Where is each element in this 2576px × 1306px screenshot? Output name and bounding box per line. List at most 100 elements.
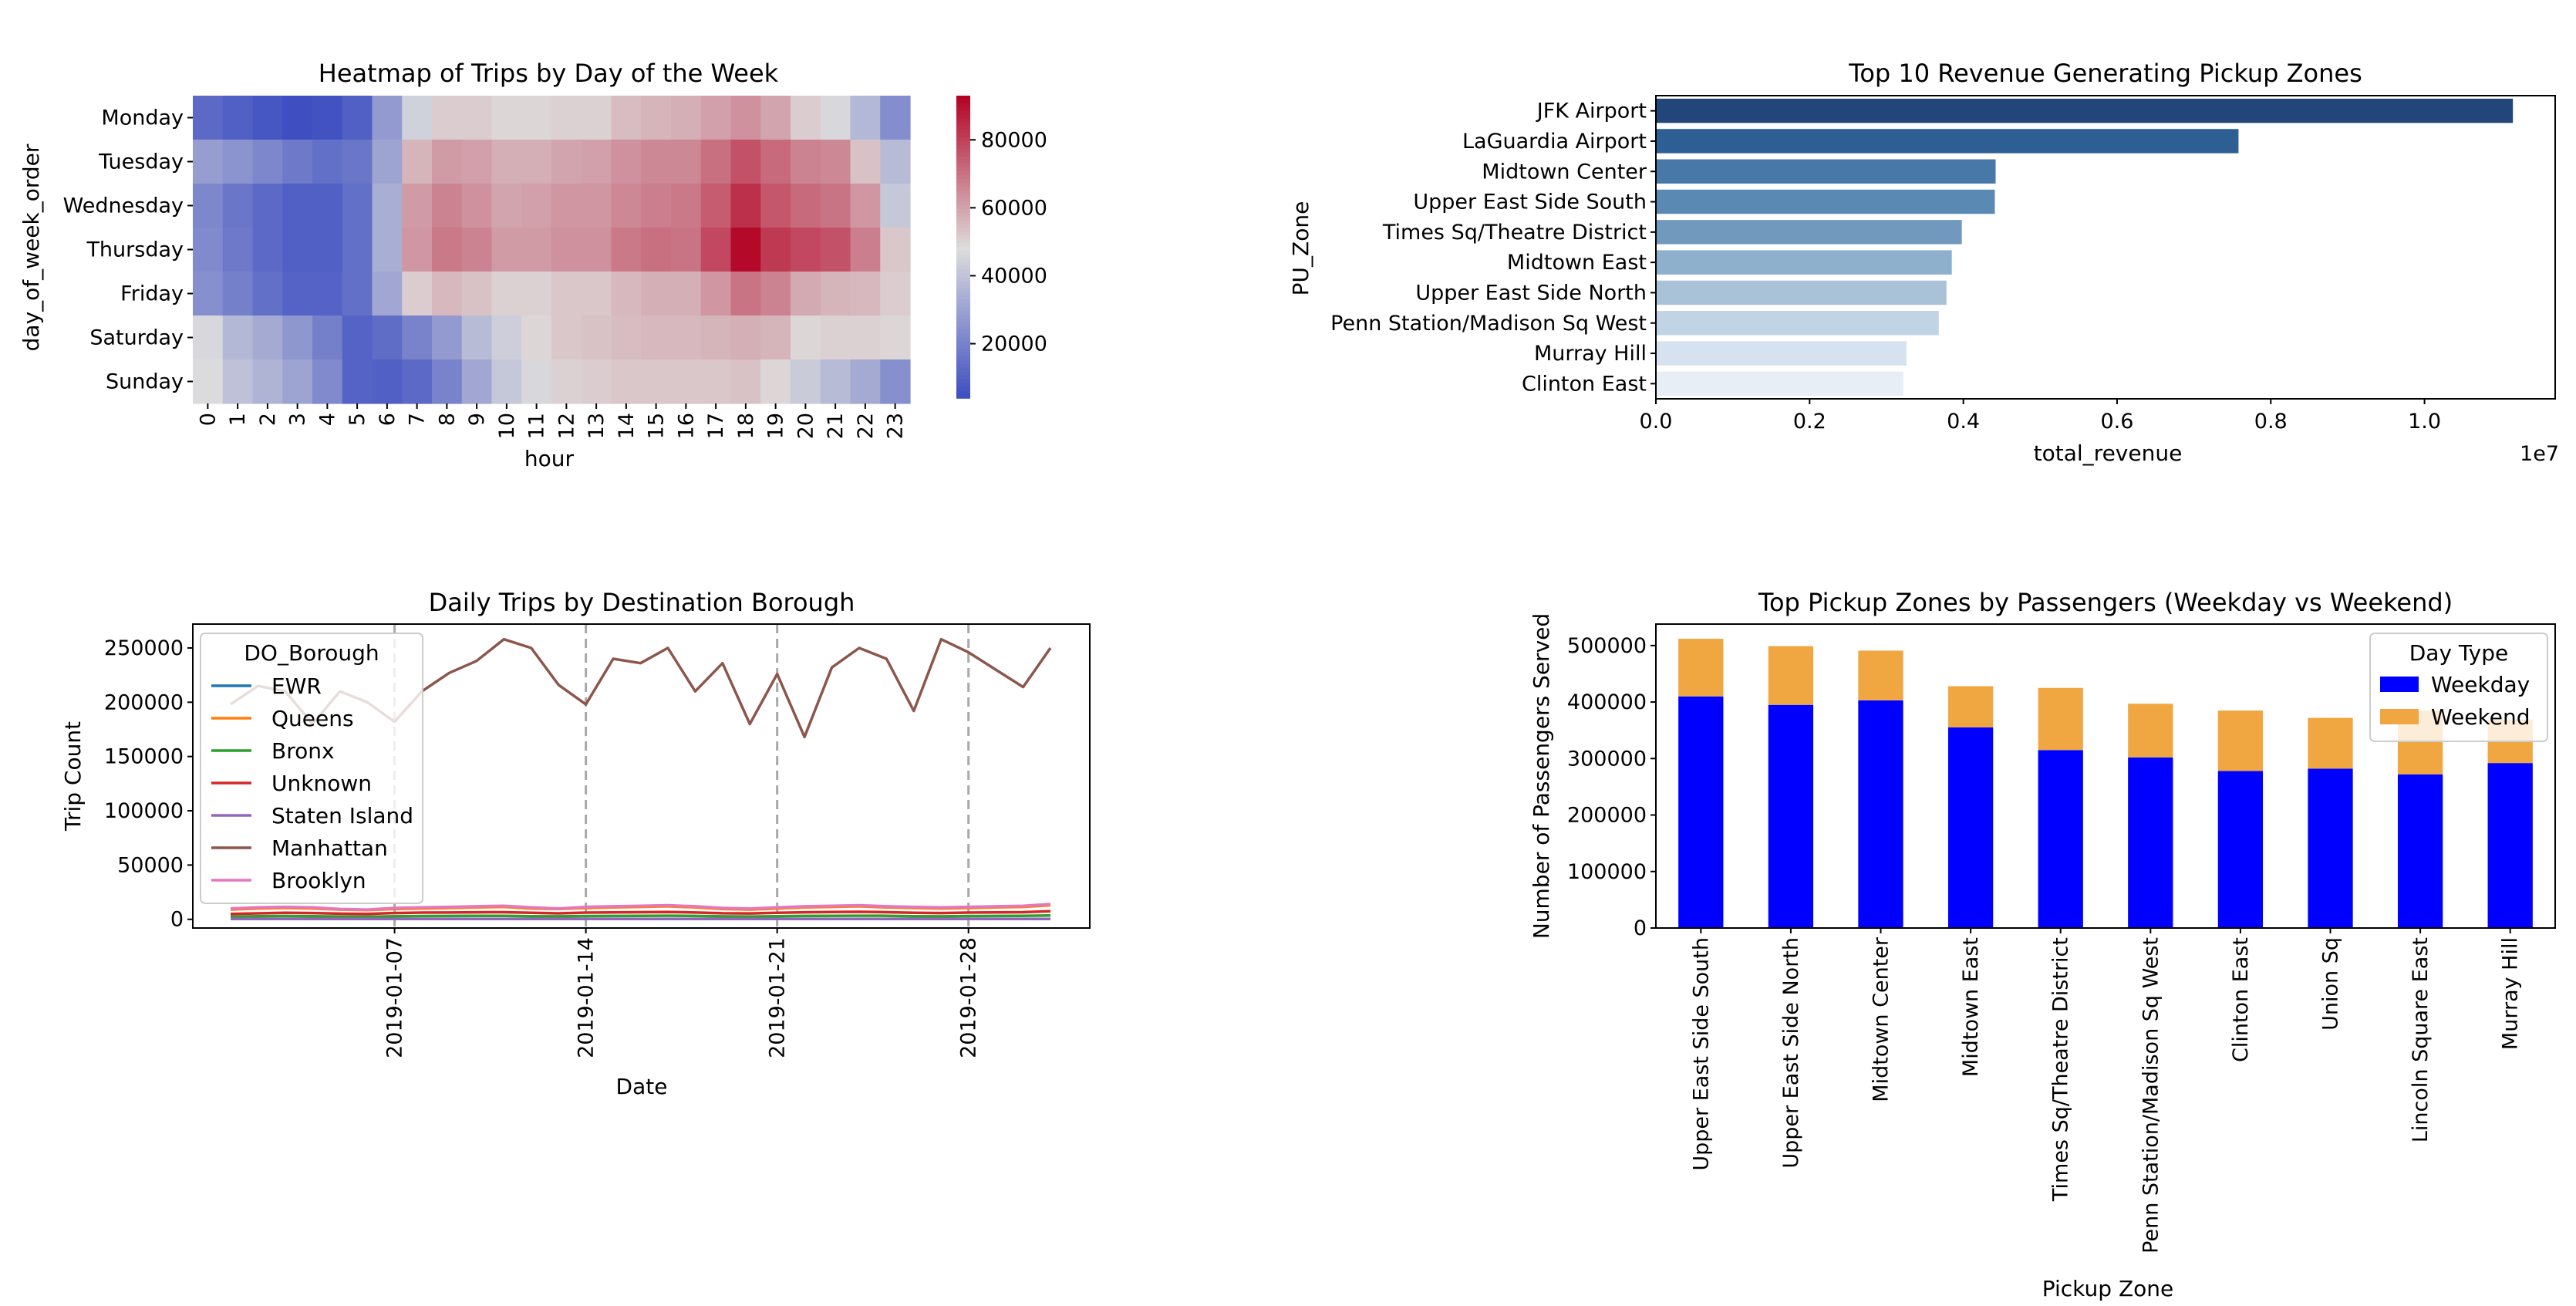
revenue-bar-upper-east-side-north: [1656, 280, 1947, 305]
heatmap-cell: [850, 272, 881, 316]
colorbar-segment: [956, 273, 970, 278]
heatmap-cell: [641, 228, 672, 272]
heatmap-cell: [252, 184, 283, 228]
heatmap-cell: [342, 272, 373, 316]
colorbar-segment: [956, 137, 970, 142]
heatmap-cell: [760, 184, 791, 228]
heatmap-x-tick-label: 21: [824, 413, 848, 439]
bar-weekday-union-sq: [2308, 768, 2353, 928]
heatmap-cell: [491, 96, 522, 140]
heatmap-cell: [282, 359, 313, 404]
passengers-axes-frame: [1655, 623, 2556, 929]
heatmap-cell: [342, 96, 373, 140]
passengers-x-tick-label: Midtown Center: [1870, 936, 1893, 1102]
heatmap-cell: [402, 316, 433, 360]
colorbar-segment: [956, 247, 970, 251]
passengers-x-tick-label: Upper East Side North: [1779, 937, 1803, 1169]
heatmap-cell: [312, 359, 343, 404]
revenue-y-axis-label: PU_Zone: [1288, 201, 1313, 296]
daily-trips-x-axis-label: Date: [616, 1074, 668, 1099]
heatmap-cell: [760, 359, 791, 404]
revenue-y-tick-label: Times Sq/Theatre District: [1382, 221, 1647, 245]
heatmap-cell: [581, 228, 612, 272]
heatmap-x-tick-label: 19: [764, 413, 788, 439]
revenue-x-tick-label: 0.0: [1640, 410, 1673, 434]
heatmap-cell: [730, 272, 761, 316]
heatmap-x-tick-label: 22: [854, 413, 878, 439]
bar-weekday-penn-station-madison-sq-west: [2128, 757, 2173, 928]
heatmap-cell: [551, 272, 582, 316]
heatmap-cell: [312, 316, 343, 360]
heatmap-cell: [461, 184, 493, 228]
revenue-bars: [1656, 98, 2514, 397]
heatmap-cell: [611, 316, 642, 360]
heatmap-cell: [491, 228, 522, 272]
heatmap-cell: [730, 184, 761, 228]
heatmap-cell: [791, 272, 821, 316]
bar-weekday-clinton-east: [2217, 771, 2264, 928]
heatmap-cell: [551, 359, 582, 404]
passengers-x-axis-label: Pickup Zone: [2042, 1276, 2174, 1301]
heatmap-cell: [372, 140, 403, 184]
heatmap-cell: [342, 140, 373, 184]
heatmap-x-tick-label: 20: [794, 413, 818, 439]
colorbar-segment: [956, 243, 970, 248]
colorbar-segment: [956, 337, 970, 343]
heatmap-cell: [581, 359, 612, 404]
bar-weekend-times-sq-theatre-district: [2038, 687, 2083, 751]
heatmap-cell: [730, 140, 761, 184]
heatmap-cell: [521, 184, 552, 228]
heatmap-cell: [820, 359, 851, 404]
bar-weekend-midtown-center: [1858, 650, 1903, 700]
heatmap-cell: [342, 359, 373, 404]
heatmap-cell: [402, 359, 433, 404]
bar-weekend-upper-east-side-north: [1768, 646, 1814, 705]
bar-weekday-lincoln-square-east: [2397, 774, 2443, 928]
heatmap-cell: [671, 316, 702, 360]
colorbar-segment: [956, 235, 970, 240]
heatmap-cell: [641, 316, 672, 360]
passengers-x-tick-label: Murray Hill: [2499, 937, 2523, 1050]
heatmap-cell: [193, 184, 224, 228]
heatmap-x-tick-label: 2: [256, 413, 280, 426]
legend-label-unknown: Unknown: [271, 771, 372, 796]
colorbar-segment: [956, 133, 970, 138]
revenue-bar-jfk-airport: [1656, 98, 2514, 123]
colorbar-tick-label: 60000: [981, 196, 1047, 220]
heatmap-x-tick-label: 3: [286, 413, 310, 426]
colorbar-segment: [956, 360, 970, 365]
heatmap-cell: [491, 359, 522, 404]
heatmap-cell: [730, 96, 761, 140]
revenue-chart-title: Top 10 Revenue Generating Pickup Zones: [1848, 59, 2362, 88]
passengers-y-tick-label: 100000: [1567, 860, 1647, 884]
heatmap-cell: [641, 96, 672, 140]
heatmap-cell: [850, 140, 881, 184]
colorbar-segment: [956, 209, 970, 214]
heatmap-cell: [372, 359, 403, 404]
heatmap-cell: [850, 316, 881, 360]
daily-trips-axes-frame: [192, 623, 1091, 929]
revenue-y-tick-label: Midtown Center: [1482, 160, 1647, 184]
colorbar-segment: [956, 394, 970, 399]
colorbar-segment: [956, 201, 970, 206]
heatmap-cell: [252, 140, 283, 184]
bar-weekday-murray-hill: [2487, 763, 2533, 928]
heatmap-cell: [820, 96, 851, 140]
heatmap-cell: [880, 96, 911, 140]
heatmap-cell: [342, 228, 373, 272]
heatmap-cell: [342, 316, 373, 360]
colorbar-segment: [956, 262, 970, 267]
colorbar-segment: [956, 186, 970, 191]
colorbar-segment: [956, 265, 970, 271]
colorbar-segment: [956, 126, 970, 130]
daily-trips-legend-title: DO_Borough: [244, 640, 379, 666]
heatmap-cell: [342, 184, 373, 228]
heatmap-cell: [551, 228, 582, 272]
revenue-bar-upper-east-side-south: [1656, 189, 1995, 214]
heatmap-cell: [850, 359, 881, 404]
heatmap-cell: [880, 359, 911, 404]
revenue-x-tick-labels: 0.0 0.2 0.4 0.6 0.8 1.0: [1640, 399, 2441, 434]
heatmap-cell: [581, 140, 612, 184]
daily-trips-legend: DO_Borough EWR Queens Bronx Unknown Staten I…: [200, 633, 423, 904]
